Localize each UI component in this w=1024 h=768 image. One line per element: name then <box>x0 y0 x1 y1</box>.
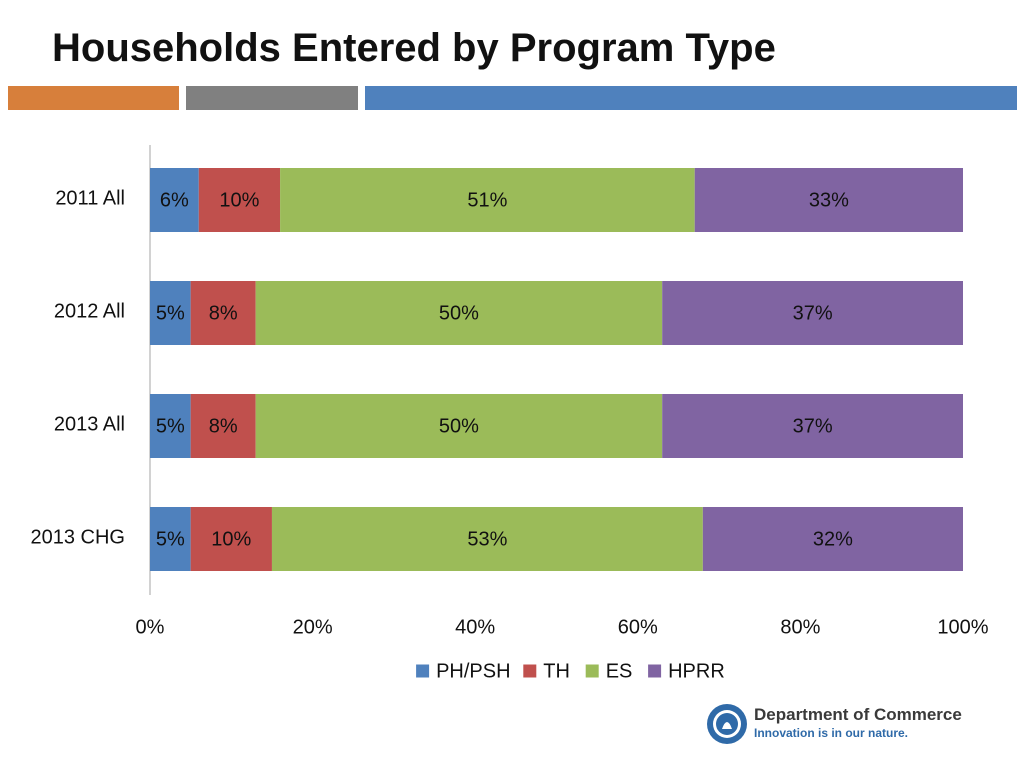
data-label: 32% <box>813 528 853 550</box>
category-label: 2013 CHG <box>31 526 126 548</box>
legend-swatch <box>585 664 599 678</box>
x-tick-label: 80% <box>780 616 820 638</box>
accent-bar-blue <box>365 86 1017 110</box>
legend-swatch <box>648 664 662 678</box>
bar-segment-ph-psh <box>150 507 191 571</box>
page-title: Households Entered by Program Type <box>52 26 776 70</box>
accent-bar-orange <box>8 86 179 110</box>
bar-segment-es <box>271 507 703 571</box>
data-label: 6% <box>160 189 189 211</box>
data-label: 37% <box>793 302 833 324</box>
data-label: 8% <box>209 415 238 437</box>
bar-segment-ph-psh <box>150 281 191 345</box>
category-label: 2011 All <box>55 187 125 209</box>
legend-label: PH/PSH <box>436 660 510 682</box>
data-label: 10% <box>211 528 251 550</box>
logo-name: Department of Commerce <box>754 705 962 724</box>
data-label: 8% <box>209 302 238 324</box>
data-label: 10% <box>219 189 259 211</box>
bar-segment-th <box>190 281 256 345</box>
data-label: 51% <box>467 189 507 211</box>
x-tick-label: 60% <box>618 616 658 638</box>
bar-segment-hprr <box>702 507 963 571</box>
legend-label: TH <box>543 660 570 682</box>
stacked-bar-chart: 2011 All 6% 10% 51% 33% 2012 All 5% 8% 50% 37% 201… <box>31 145 989 682</box>
bar-segment-es <box>255 281 663 345</box>
data-label: 5% <box>156 302 185 324</box>
bar-segment-ph-psh <box>150 168 199 232</box>
bar-segment-es <box>255 394 663 458</box>
accent-bar-gray <box>186 86 358 110</box>
x-tick-label: 40% <box>455 616 495 638</box>
data-label: 37% <box>793 415 833 437</box>
bar-segment-hprr <box>662 394 963 458</box>
department-logo: Department of Commerce Innovation is in … <box>706 701 1006 747</box>
x-tick-label: 0% <box>136 616 165 638</box>
bar-segment-th <box>198 168 281 232</box>
bar-segment-th <box>190 394 256 458</box>
legend-swatch <box>523 664 537 678</box>
washington-seal-icon <box>707 704 747 744</box>
data-label: 5% <box>156 415 185 437</box>
bar-segment-ph-psh <box>150 394 191 458</box>
data-label: 53% <box>467 528 507 550</box>
bar-segment-th <box>190 507 272 571</box>
bar-segment-hprr <box>694 168 963 232</box>
legend-label: HPRR <box>668 660 725 682</box>
category-label: 2013 All <box>54 413 125 435</box>
bar-segment-es <box>280 168 695 232</box>
x-tick-label: 20% <box>293 616 333 638</box>
legend-swatch <box>416 664 430 678</box>
legend-label: ES <box>606 660 633 682</box>
x-tick-label: 100% <box>937 616 988 638</box>
logo-tagline: Innovation is in our nature. <box>754 726 909 740</box>
data-label: 50% <box>439 415 479 437</box>
data-label: 50% <box>439 302 479 324</box>
data-label: 33% <box>809 189 849 211</box>
category-label: 2012 All <box>54 300 125 322</box>
data-label: 5% <box>156 528 185 550</box>
bar-segment-hprr <box>662 281 963 345</box>
